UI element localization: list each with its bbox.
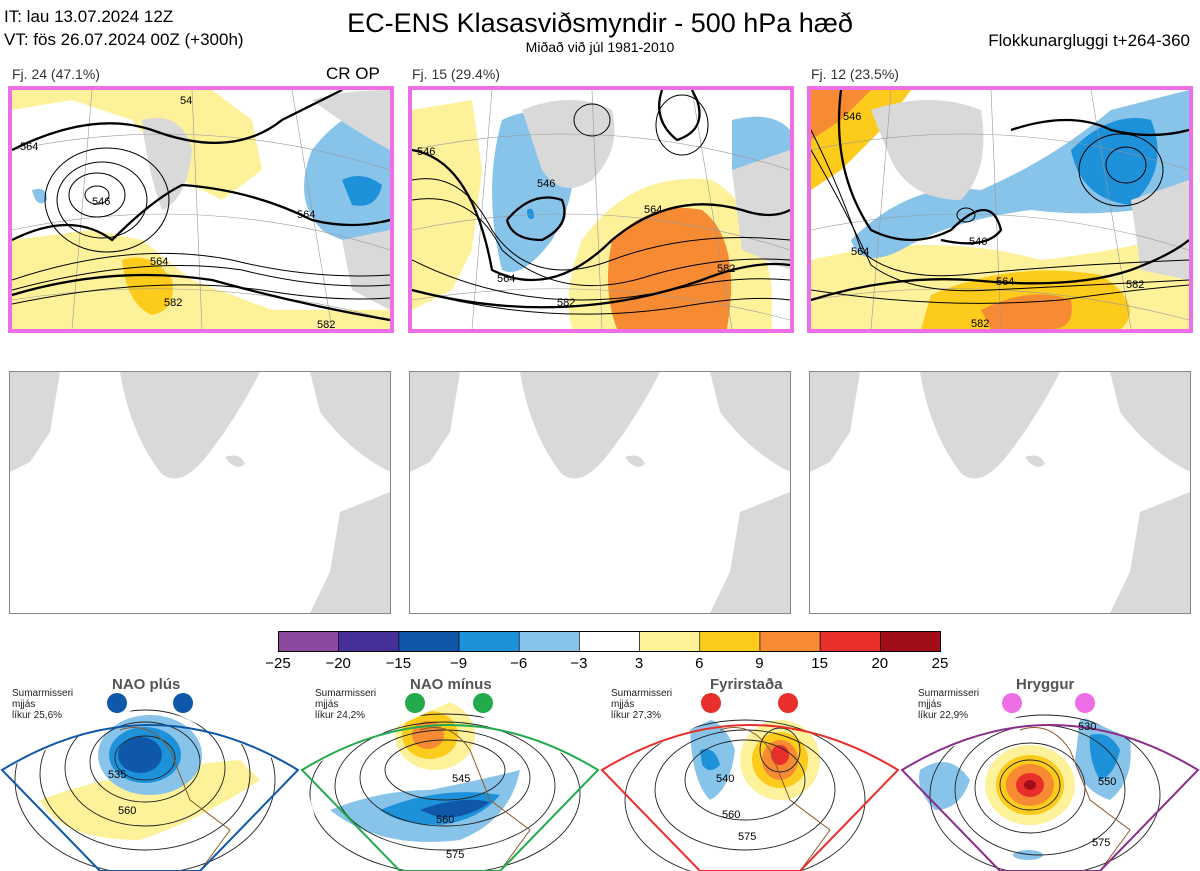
regime-title-blocking: Fyrirstaða bbox=[710, 676, 783, 693]
contour-label: 564 bbox=[996, 276, 1014, 288]
contour-label: 582 bbox=[1126, 279, 1144, 291]
regime-dot bbox=[473, 693, 493, 713]
contour-label: 582 bbox=[557, 297, 575, 309]
colorbar-cell bbox=[518, 631, 580, 652]
contour-label: 540 bbox=[716, 773, 734, 785]
regime-fans: 535 560 545 560 575 540 560 575 530 550 … bbox=[0, 702, 1200, 871]
contour-label: 560 bbox=[436, 814, 454, 826]
valid-time: VT: fös 26.07.2024 00Z (+300h) bbox=[4, 30, 244, 49]
regime-dot bbox=[107, 693, 127, 713]
regime-info-ridge: Sumarmisseri mjjás líkur 22,9% bbox=[918, 688, 980, 721]
contour-label: 545 bbox=[452, 773, 470, 785]
colorbar-cell bbox=[880, 631, 941, 652]
empty-map-1 bbox=[9, 371, 391, 614]
regime-dot bbox=[405, 693, 425, 713]
regime-info-blocking: Sumarmisseri mjjás líkur 27,3% bbox=[611, 688, 673, 721]
colorbar-tick-label: −3 bbox=[570, 655, 588, 672]
contour-label: 550 bbox=[1098, 776, 1116, 788]
contour-label: 530 bbox=[1078, 721, 1096, 733]
contour-label: 564 bbox=[20, 141, 38, 153]
cluster-flag: CR OP bbox=[326, 64, 380, 83]
regime-title-ridge: Hryggur bbox=[1016, 676, 1075, 693]
colorbar-tick-label: 15 bbox=[811, 655, 828, 672]
regime-dot bbox=[701, 693, 721, 713]
contour-label: 582 bbox=[971, 318, 989, 329]
contour-label: 535 bbox=[108, 769, 126, 781]
cluster-label-2: Fj. 15 (29.4%) bbox=[412, 66, 500, 82]
contour-label: 575 bbox=[1092, 837, 1110, 849]
colorbar-tick-label: 3 bbox=[634, 655, 644, 672]
contour-label: 582 bbox=[317, 319, 335, 329]
contour-label: 564 bbox=[497, 273, 515, 285]
empty-map-3 bbox=[809, 371, 1191, 614]
contour-label: 546 bbox=[92, 196, 110, 208]
colorbar-cell bbox=[338, 631, 400, 652]
colorbar bbox=[278, 631, 941, 652]
contour-label: 564 bbox=[851, 246, 869, 258]
regime-info-nao-minus: Sumarmisseri mjjás líkur 24,2% bbox=[315, 688, 377, 721]
contour-label: 575 bbox=[446, 849, 464, 861]
colorbar-cell bbox=[579, 631, 640, 652]
colorbar-cell bbox=[458, 631, 520, 652]
page-title: EC-ENS Klasasviðsmyndir - 500 hPa hæð bbox=[347, 8, 853, 38]
cluster-map-2: 546 546 564 564 582 582 bbox=[408, 86, 794, 333]
contour-label: 54 bbox=[180, 95, 192, 107]
empty-map-2 bbox=[409, 371, 791, 614]
cluster-map-3: 546 546 564 564 582 582 bbox=[807, 86, 1193, 333]
regime-title-nao-minus: NAO mínus bbox=[410, 676, 492, 693]
contour-label: 560 bbox=[118, 805, 136, 817]
page-subtitle: Miðað við júl 1981-2010 bbox=[525, 39, 675, 55]
contour-label: 546 bbox=[537, 178, 555, 190]
regime-dot bbox=[1075, 693, 1095, 713]
contour-label: 564 bbox=[297, 209, 315, 221]
regime-title-nao-plus: NAO plús bbox=[112, 676, 181, 693]
cluster-map-1: 564 546 564 564 582 582 54 bbox=[8, 86, 394, 333]
colorbar-cell bbox=[819, 631, 881, 652]
contour-label: 564 bbox=[150, 256, 168, 268]
colorbar-cell bbox=[278, 631, 339, 652]
colorbar-cell bbox=[398, 631, 460, 652]
colorbar-tick-label: 25 bbox=[931, 655, 949, 672]
contour-label: 582 bbox=[717, 263, 735, 275]
colorbar-cell bbox=[759, 631, 821, 652]
colorbar-tick-label: −9 bbox=[449, 655, 468, 672]
regime-dot bbox=[173, 693, 193, 713]
colorbar-tick-label: −20 bbox=[325, 655, 351, 672]
cluster-window: Flokkunargluggi t+264-360 bbox=[988, 31, 1190, 50]
colorbar-tick-label: −6 bbox=[510, 655, 528, 672]
contour-label: 564 bbox=[644, 204, 662, 216]
colorbar-tick-label: 9 bbox=[755, 655, 764, 672]
colorbar-tick-label: 6 bbox=[695, 655, 704, 672]
init-time: IT: lau 13.07.2024 12Z bbox=[4, 7, 174, 26]
cluster-label-1: Fj. 24 (47.1%) bbox=[12, 66, 100, 82]
contour-label: 575 bbox=[738, 831, 756, 843]
regime-info-nao-plus: Sumarmisseri mjjás líkur 25,6% bbox=[12, 688, 74, 721]
regime-dot bbox=[1002, 693, 1022, 713]
colorbar-tick-label: 20 bbox=[871, 655, 889, 672]
cluster-label-3: Fj. 12 (23.5%) bbox=[811, 66, 899, 82]
contour-label: 582 bbox=[164, 297, 182, 309]
contour-label: 560 bbox=[722, 809, 740, 821]
colorbar-cell bbox=[639, 631, 701, 652]
contour-label: 546 bbox=[417, 146, 435, 158]
colorbar-tick-label: −25 bbox=[265, 655, 291, 672]
regime-dot bbox=[778, 693, 798, 713]
contour-label: 546 bbox=[843, 111, 861, 123]
colorbar-cell bbox=[699, 631, 761, 652]
colorbar-tick-label: −15 bbox=[385, 655, 412, 672]
contour-label: 546 bbox=[969, 236, 987, 248]
